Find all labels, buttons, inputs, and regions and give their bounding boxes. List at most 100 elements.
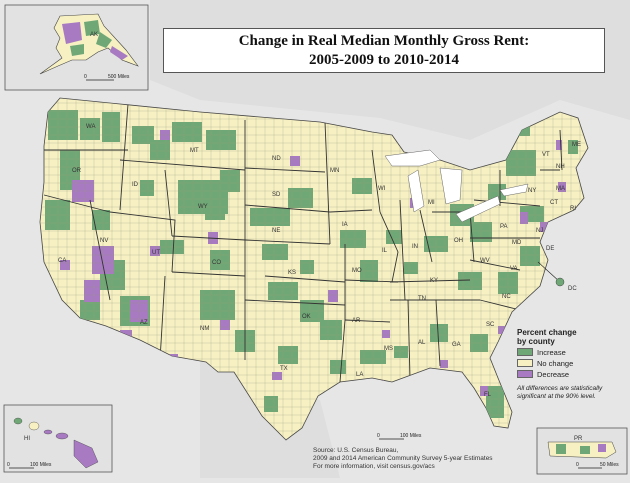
county-decrease: [382, 330, 390, 338]
county-decrease: [290, 156, 300, 166]
county-increase: [250, 208, 290, 226]
county-increase: [288, 188, 313, 208]
county-increase: [220, 170, 240, 192]
county-decrease: [520, 212, 528, 224]
county-decrease: [60, 260, 70, 270]
source-line-3: For more information, visit census.gov/a…: [313, 463, 435, 470]
county-decrease: [328, 290, 338, 302]
county-increase: [262, 244, 288, 260]
hawaii-scale-zero: 0: [7, 462, 10, 468]
county-increase: [568, 140, 578, 154]
county-increase: [320, 320, 342, 340]
dc-marker: [555, 277, 565, 287]
state-label-ne: NE: [272, 228, 280, 234]
state-label-ny: NY: [528, 188, 536, 194]
state-boundaries: [43, 103, 563, 383]
title-line-2: 2005-2009 to 2010-2014: [309, 52, 459, 68]
county-increase: [352, 178, 372, 194]
county-increase: [200, 290, 235, 320]
pr-scale-distance: 50 Miles: [600, 462, 619, 468]
source-note: Source: U.S. Census Bureau, 2009 and 201…: [313, 447, 493, 471]
county-increase: [488, 184, 506, 200]
state-label-ar: AR: [352, 318, 361, 324]
state-label-mo: MO: [352, 268, 362, 274]
legend-swatch-increase: [517, 348, 533, 356]
state-label-dc: DC: [568, 286, 577, 292]
state-label-sd: SD: [272, 192, 281, 198]
legend-label-increase: Increase: [537, 347, 566, 357]
state-label-nm: NM: [200, 326, 209, 332]
county-increase: [278, 346, 298, 364]
scale-bars: [9, 79, 602, 469]
county-increase: [206, 130, 236, 150]
county-decrease: [498, 326, 506, 334]
state-label-pa: PA: [500, 224, 508, 230]
legend-label-decrease: Decrease: [537, 369, 570, 379]
county-increase: [430, 324, 448, 342]
state-label-nh: NH: [556, 164, 565, 170]
legend-item-decrease: Decrease: [517, 369, 629, 379]
great-lakes: [384, 149, 529, 223]
legend-note: All differences are statistically signif…: [517, 385, 603, 400]
state-label-ks: KS: [288, 270, 296, 276]
main-scale-zero: 0: [377, 433, 380, 439]
state-label-md: MD: [512, 240, 522, 246]
legend-label-no-change: No change: [537, 358, 574, 368]
main-scale-distance: 100 Miles: [400, 433, 422, 439]
state-label-ky: KY: [430, 278, 438, 284]
county-increase: [205, 200, 225, 220]
county-increase: [150, 140, 170, 160]
pr-scale-zero: 0: [576, 462, 579, 468]
legend-item-no-change: No change: [517, 358, 629, 368]
dc-callout-line: [537, 261, 561, 283]
state-label-or: OR: [72, 168, 82, 174]
hawaii-scale-distance: 100 Miles: [30, 462, 52, 468]
state-label-me: ME: [572, 142, 581, 148]
state-label-la: LA: [356, 372, 363, 378]
legend-swatch-decrease: [517, 370, 533, 378]
state-label-wi: WI: [378, 186, 386, 192]
alaska-inset: [4, 4, 149, 91]
county-increase: [458, 272, 482, 290]
hawaii-inset: [3, 404, 113, 473]
county-increase: [48, 110, 78, 140]
state-label-id: ID: [132, 182, 139, 188]
legend-item-increase: Increase: [517, 347, 629, 357]
legend-swatch-no-change: [517, 359, 533, 367]
state-label-nc: NC: [502, 294, 511, 300]
county-increase: [264, 396, 278, 412]
state-label-pr: PR: [574, 436, 583, 442]
state-label-layer: WA OR ID MT WY NV CA UT AZ CO NM ND SD NE KS OK TX MN IA MO…: [24, 32, 583, 442]
county-increase: [404, 262, 418, 274]
alaska-scale-distance: 500 Miles: [108, 74, 130, 80]
puerto-rico-inset: [536, 427, 628, 475]
state-label-tx: TX: [280, 366, 288, 372]
state-label-wv: WV: [480, 258, 490, 264]
county-increase: [140, 180, 154, 196]
state-label-wa: WA: [86, 124, 95, 130]
county-decrease: [272, 372, 282, 380]
state-label-mi: MI: [428, 200, 435, 206]
county-decrease: [84, 280, 100, 302]
state-label-ok: OK: [302, 314, 311, 320]
source-line-2: 2009 and 2014 American Community Survey …: [313, 455, 493, 462]
county-decrease: [220, 320, 230, 330]
county-decrease: [440, 360, 448, 368]
county-increase: [394, 346, 408, 358]
county-decrease: [150, 246, 160, 256]
state-label-va: VA: [510, 266, 518, 272]
county-increase: [92, 210, 110, 230]
county-decrease: [556, 140, 562, 150]
state-label-vt: VT: [542, 152, 550, 158]
map-title: Change in Real Median Monthly Gross Rent…: [163, 28, 605, 73]
state-label-ut: UT: [152, 250, 160, 256]
state-label-in: IN: [412, 244, 418, 250]
state-label-wy: WY: [198, 204, 208, 210]
state-label-mt: MT: [190, 148, 199, 154]
county-increase: [486, 386, 504, 418]
source-line-1: Source: U.S. Census Bureau,: [313, 447, 399, 454]
state-label-hi: HI: [24, 436, 30, 442]
title-line-1: Change in Real Median Monthly Gross Rent…: [238, 33, 530, 49]
state-label-mn: MN: [330, 168, 339, 174]
